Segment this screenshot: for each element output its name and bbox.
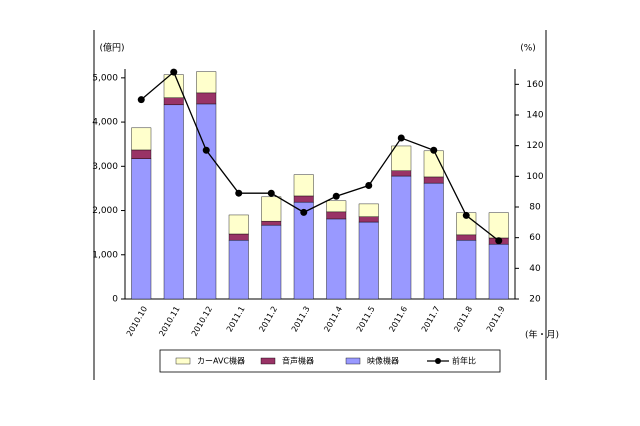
y2-tick-label: 140 <box>526 111 543 121</box>
bar-segment <box>261 220 282 226</box>
bar-segment <box>228 214 249 235</box>
y2-axis-label: (%) <box>520 44 536 54</box>
bar-segment <box>261 224 282 300</box>
bar-segment <box>391 170 412 177</box>
bar-segment <box>456 234 477 241</box>
bar-segment <box>456 239 477 300</box>
bar-segment <box>163 97 184 106</box>
line <box>140 70 500 242</box>
x-tick-label: 2010.11 <box>157 305 181 338</box>
bar-segment <box>228 233 249 241</box>
bar-segment <box>326 211 347 220</box>
bar-segment <box>293 201 314 300</box>
line-marker <box>170 68 178 76</box>
line-marker <box>397 134 405 142</box>
x-tick-label: 2010.12 <box>190 305 214 338</box>
legend-label: 前年比 <box>452 356 476 366</box>
bar-segment <box>358 203 379 217</box>
bar-segment <box>293 195 314 203</box>
x-axis-label: (年・月) <box>525 329 559 341</box>
line-marker <box>235 189 243 197</box>
legend-label: 映像機器 <box>367 356 399 366</box>
y-tick-label: 0 <box>112 295 118 305</box>
x-tick-label: 2011.8 <box>452 305 474 334</box>
bar-segment <box>423 176 444 184</box>
bar-segment <box>358 216 379 223</box>
bar-segment <box>391 175 412 300</box>
y2-tick-label: 40 <box>529 264 541 274</box>
x-tick-label: 2011.3 <box>290 305 312 334</box>
y-tick-label: 5,000 <box>92 73 118 83</box>
line-marker <box>495 237 503 245</box>
y2-tick-label: 160 <box>526 80 543 90</box>
x-tick-label: 2011.4 <box>322 305 344 334</box>
bar-segment <box>131 127 152 151</box>
bar-segment <box>131 158 152 300</box>
y2-tick-label: 120 <box>526 141 543 151</box>
legend-swatch <box>345 357 361 365</box>
bar-segment <box>326 218 347 300</box>
line-marker <box>365 182 373 190</box>
bar-segment <box>196 71 217 94</box>
x-tick-label: 2011.5 <box>355 305 377 334</box>
x-tick-label: 2010.10 <box>125 305 149 338</box>
bar-segment <box>488 243 509 300</box>
x-tick-label: 2011.6 <box>387 305 409 334</box>
legend-swatch <box>260 357 276 365</box>
x-tick-label: 2011.1 <box>225 305 247 334</box>
legend-label: カーAVC機器 <box>197 356 245 366</box>
y-tick-label: 2,000 <box>92 206 118 216</box>
line-marker <box>267 189 275 197</box>
y2-tick-label: 80 <box>529 203 541 213</box>
line-marker <box>300 208 308 216</box>
y-axis-label: (億円) <box>99 42 124 54</box>
x-tick-label: 2011.7 <box>420 305 442 334</box>
line-marker <box>202 146 210 154</box>
y2-tick-label: 100 <box>526 172 543 182</box>
line-marker <box>332 192 340 200</box>
legend-marker <box>435 358 441 364</box>
line-marker <box>137 96 145 104</box>
legend-swatch <box>175 357 191 365</box>
y2-tick-label: 20 <box>529 295 541 305</box>
bar-segment <box>326 200 347 213</box>
y-tick-label: 1,000 <box>92 250 118 260</box>
bar-segment <box>131 149 152 159</box>
line-marker <box>462 211 470 219</box>
y2-tick-label: 60 <box>529 233 541 243</box>
bar-segment <box>163 104 184 300</box>
legend-label: 音声機器 <box>282 356 314 366</box>
legend-box <box>159 349 501 373</box>
bar-segment <box>293 174 314 197</box>
bar-segment <box>488 212 509 239</box>
bar-segment <box>358 221 379 300</box>
x-tick-label: 2011.9 <box>485 305 507 334</box>
bar-segment <box>391 145 412 171</box>
bar-segment <box>196 92 217 105</box>
bar-segment <box>228 239 249 300</box>
bar-segment <box>423 182 444 300</box>
bar-segment <box>261 196 282 222</box>
y-tick-label: 4,000 <box>92 118 118 128</box>
x-tick-label: 2011.2 <box>257 305 279 334</box>
line-marker <box>430 146 438 154</box>
y-tick-label: 3,000 <box>92 162 118 172</box>
